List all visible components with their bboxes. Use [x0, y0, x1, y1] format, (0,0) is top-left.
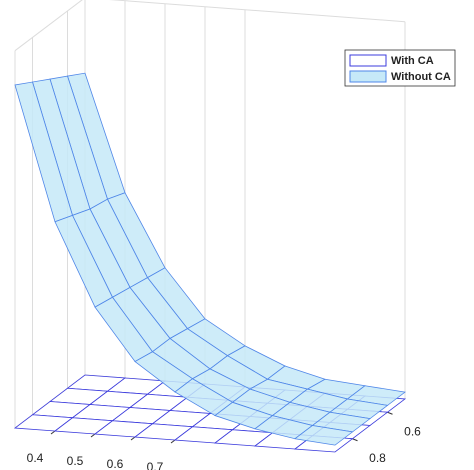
legend-swatch — [349, 70, 387, 83]
y-tick-label: 0.6 — [404, 424, 421, 438]
x-tick-label: 0.6 — [107, 457, 124, 470]
x-tick-label: 0.7 — [147, 460, 164, 470]
y-tick — [387, 411, 393, 415]
legend-swatch — [349, 54, 387, 67]
surfaces — [13, 72, 407, 453]
legend: With CA Without CA — [344, 49, 456, 87]
x-tick — [90, 433, 96, 438]
y-tick-label: 0.8 — [369, 451, 386, 465]
surface-cell — [294, 425, 354, 446]
legend-label: With CA — [391, 55, 434, 67]
x-tick — [170, 439, 176, 444]
legend-label: Without CA — [391, 71, 451, 83]
x-tick-label: 0.5 — [67, 454, 84, 468]
x-tick — [50, 430, 56, 435]
x-tick — [130, 436, 136, 441]
axes-walls: 0.4 0.5 0.6 0.7 0.6 0.8 — [14, 0, 421, 470]
x-tick-label: 0.4 — [27, 451, 44, 465]
y-tick — [352, 438, 358, 442]
wall-edge — [14, 0, 83, 52]
